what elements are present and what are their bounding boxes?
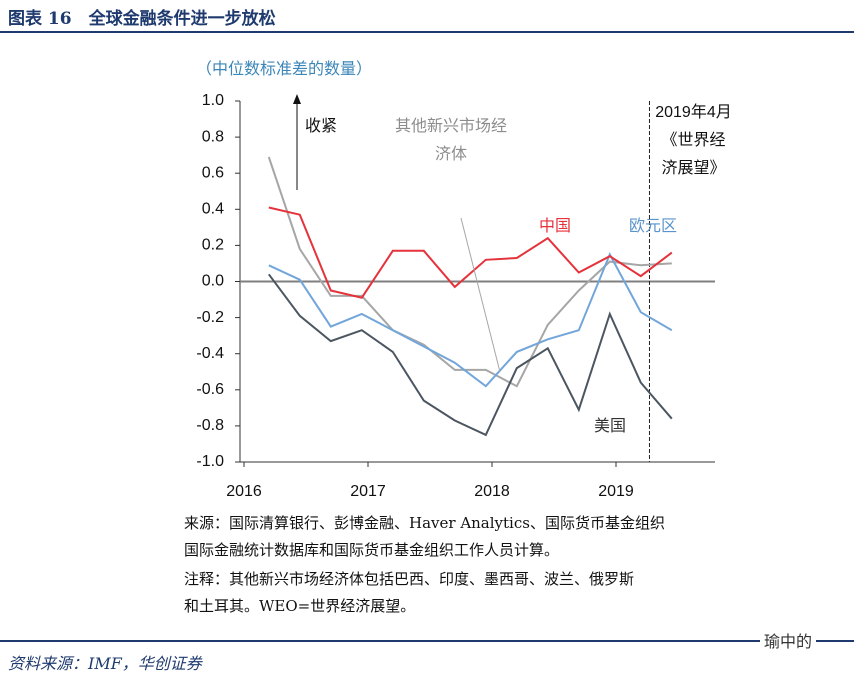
watermark: 瑜中的	[760, 628, 817, 652]
note: 来源：国际清算银行、彭博金融、Haver Analytics、国际货币基金组织	[184, 514, 665, 532]
x-tick-label: 2016	[226, 483, 262, 500]
x-tick-label: 2017	[350, 483, 386, 500]
series-line	[267, 156, 672, 388]
note: 国际金融统计数据库和国际货币基金组织工作人员计算。	[184, 541, 560, 559]
series-label: 欧元区	[628, 216, 677, 235]
series-line	[268, 252, 673, 388]
series-line	[268, 206, 673, 299]
y-tick-label: 0.4	[202, 201, 224, 218]
y-axis-label: （中位数标准差的数量）	[196, 60, 372, 78]
y-tick-label: 0.0	[202, 273, 224, 290]
y-tick-label: -0.8	[196, 417, 224, 434]
y-tick-label: -1.0	[196, 453, 224, 470]
y-tick-label: 0.8	[202, 128, 224, 145]
x-tick-label: 2019	[598, 483, 634, 500]
series-label: 其他新兴市场经济体	[395, 116, 508, 163]
y-tick-label: 1.0	[202, 92, 224, 109]
series-label: 美国	[593, 416, 626, 435]
note: 和土耳其。WEO=世界经济展望。	[184, 597, 416, 615]
y-tick-label: -0.2	[196, 309, 224, 326]
series-label: 中国	[538, 216, 571, 235]
event-label: 济展望》	[661, 159, 725, 177]
pointer	[460, 217, 501, 373]
x-tick-label: 2018	[474, 483, 510, 500]
y-tick-label: 0.2	[202, 237, 224, 254]
arrow-head	[293, 94, 301, 104]
note: 注释：其他新兴市场经济体包括巴西、印度、墨西哥、波兰、俄罗斯	[184, 570, 635, 588]
header-title: 图表 16 全球金融条件进一步放松	[8, 9, 276, 29]
y-tick-label: -0.4	[196, 345, 224, 362]
footer-rule	[0, 640, 854, 642]
annotation: 收紧	[305, 117, 337, 135]
series-line	[267, 273, 673, 437]
chart: （中位数标准差的数量） 1.0 0.8 0.6 0.4 0.2 0.0 -0.2 -0.4 -0…	[196, 60, 732, 500]
header-rule	[0, 31, 854, 33]
event-label: 《世界经	[661, 131, 725, 149]
y-tick-label: -0.6	[196, 381, 224, 398]
y-tick-label: 0.6	[202, 164, 224, 181]
footer-source: 资料来源：IMF，华创证券	[8, 654, 202, 673]
event-label: 2019年4月	[655, 103, 732, 121]
